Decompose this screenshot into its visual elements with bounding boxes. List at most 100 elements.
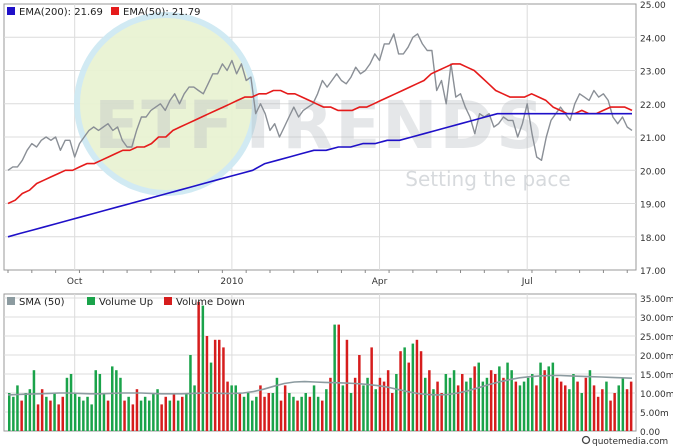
series-line-ema200 xyxy=(7,112,632,238)
volume-bar-up xyxy=(98,374,102,431)
volume-bar-up xyxy=(477,362,480,431)
volume-bar-up xyxy=(275,377,279,431)
volume-bar-up xyxy=(152,393,155,431)
volume-bar-down xyxy=(259,385,262,431)
volume-bar-up xyxy=(395,374,398,431)
volume-bar-up xyxy=(242,396,246,431)
watermark-tagline: Setting the pace xyxy=(405,167,570,191)
volume-bar-up xyxy=(531,374,534,431)
price-legend: EMA(200): 21.69 EMA(50): 21.79 xyxy=(7,7,201,18)
volume-bar-up xyxy=(411,343,415,431)
volume-bar-down xyxy=(36,404,40,431)
volume-bar-up xyxy=(82,400,85,431)
legend-swatch-volume-up xyxy=(87,297,95,305)
volume-bar-up xyxy=(341,385,345,431)
volume-bar-down xyxy=(238,393,242,431)
volume-bar-up xyxy=(292,396,295,431)
volume-bar-up xyxy=(28,389,32,431)
volume-bar-down xyxy=(370,347,373,431)
quotemedia-logo-icon xyxy=(581,435,591,445)
volume-bar-down xyxy=(386,370,390,431)
volume-bar-up xyxy=(366,377,369,431)
volume-bar-up xyxy=(168,400,172,431)
volume-bar-up xyxy=(16,385,19,431)
volume-bar-down xyxy=(263,396,266,431)
volume-bar-down xyxy=(296,400,299,431)
volume-bar-up xyxy=(374,389,377,431)
series-line-price xyxy=(7,33,633,171)
legend-swatch-sma50 xyxy=(7,297,15,305)
volume-bar-down xyxy=(135,389,139,431)
price-y-axis: 17.00 18.00 19.00 20.00 21.00 22.00 23.00 24.00… xyxy=(640,1,666,277)
volume-bar-down xyxy=(391,393,394,431)
volume-bar-up xyxy=(316,396,320,431)
price-x-tick-label: 2010 xyxy=(220,277,243,287)
volume-bar-up xyxy=(481,381,485,431)
volume-bar-up xyxy=(362,385,365,431)
volume-bar-up xyxy=(193,385,196,431)
volume-bar-down xyxy=(576,381,579,431)
volume-bar-down xyxy=(436,381,439,431)
price-y-tick-label: 23.00 xyxy=(640,68,666,78)
volume-y-tick-label: 25.00m xyxy=(640,333,673,343)
volume-bar-up xyxy=(510,370,513,431)
volume-bar-down xyxy=(197,301,200,431)
volume-y-tick-label: 20.00m xyxy=(640,352,673,362)
price-y-tick-label: 24.00 xyxy=(640,34,666,44)
volume-bar-up xyxy=(288,393,291,431)
volume-bar-down xyxy=(40,389,44,431)
volume-bar-down xyxy=(213,339,217,431)
volume-bars xyxy=(8,301,633,431)
volume-bar-up xyxy=(605,381,608,431)
volume-bar-down xyxy=(283,385,287,431)
volume-y-tick-label: 30.00m xyxy=(640,314,673,324)
volume-bar-down xyxy=(473,366,476,431)
volume-bar-up xyxy=(300,396,303,431)
volume-bar-down xyxy=(514,381,518,431)
price-lines xyxy=(7,33,633,238)
volume-bar-down xyxy=(329,377,332,431)
volume-bar-up xyxy=(444,374,448,431)
volume-bar-down xyxy=(382,381,386,431)
volume-bar-down xyxy=(226,381,229,431)
price-y-tick-label: 20.00 xyxy=(640,167,666,177)
watermark-brand: ETFTRENDS xyxy=(94,87,546,164)
volume-bar-up xyxy=(432,389,435,431)
volume-bar-down xyxy=(559,381,563,431)
volume-bar-up xyxy=(176,400,180,431)
volume-bar-down xyxy=(543,370,546,431)
volume-bar-up xyxy=(498,366,501,431)
volume-bar-up xyxy=(572,374,575,431)
volume-bar-up xyxy=(78,396,81,431)
volume-bar-up xyxy=(185,393,188,431)
volume-bar-up xyxy=(526,377,530,431)
volume-bar-up xyxy=(24,393,27,431)
volume-bar-down xyxy=(131,404,135,431)
volume-bar-up xyxy=(45,396,48,431)
volume-bar-up xyxy=(94,370,97,431)
volume-bar-up xyxy=(580,393,583,431)
volume-bar-up xyxy=(156,389,159,431)
volume-bar-up xyxy=(333,324,336,431)
price-x-tick-label: Jul xyxy=(521,277,533,287)
volume-bar-up xyxy=(251,400,254,431)
volume-bar-down xyxy=(164,396,167,431)
volume-bar-down xyxy=(321,400,324,431)
legend-label-ema50: EMA(50): 21.79 xyxy=(123,7,201,18)
legend-swatch-volume-down xyxy=(164,297,172,305)
volume-bar-down xyxy=(564,385,567,431)
volume-bar-down xyxy=(160,404,163,431)
volume-bar-up xyxy=(209,362,213,431)
volume-y-tick-label: 15.00m xyxy=(640,371,673,381)
volume-bar-up xyxy=(201,305,205,431)
volume-bar-down xyxy=(613,393,616,431)
volume-bar-down xyxy=(494,374,497,431)
volume-bar-up xyxy=(115,370,118,431)
volume-bar-up xyxy=(230,385,233,431)
volume-y-tick-label: 10.00m xyxy=(640,390,673,400)
volume-bar-down xyxy=(502,377,505,431)
volume-bar-up xyxy=(69,374,73,431)
volume-bar-down xyxy=(419,351,423,431)
volume-bar-down xyxy=(218,339,221,431)
price-x-tick-label: Oct xyxy=(67,277,83,287)
